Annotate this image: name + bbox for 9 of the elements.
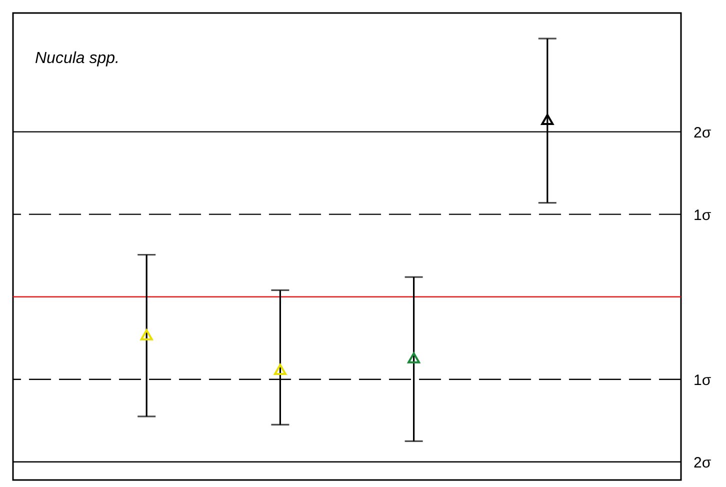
point — [140, 329, 153, 340]
y-tick-label: 2σ — [694, 124, 712, 142]
y-tick-label: 1σ — [694, 206, 712, 224]
point — [408, 352, 420, 364]
point — [541, 114, 554, 125]
y-tick-label: 1σ — [694, 372, 712, 389]
annotation: Nucula spp. — [35, 50, 120, 67]
y-tick-label: 2σ — [694, 454, 712, 472]
point — [274, 364, 286, 375]
